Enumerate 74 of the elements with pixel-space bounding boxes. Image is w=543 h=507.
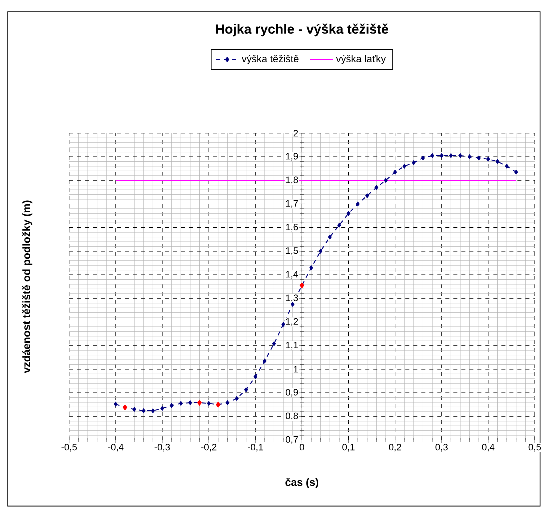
x-axis-title: čas (s) — [286, 478, 319, 488]
y-tick-label: 2 — [294, 130, 298, 137]
x-tick-label: 0,1 — [342, 444, 355, 452]
point — [179, 401, 183, 406]
point — [282, 322, 286, 328]
y-tick-label: 1,6 — [286, 224, 298, 232]
x-tick-label: 0,2 — [389, 444, 402, 452]
point — [216, 402, 221, 408]
x-tick-label: 0,3 — [436, 444, 448, 452]
point — [468, 154, 472, 160]
point — [160, 406, 164, 412]
y-tick-label: 1,9 — [286, 153, 298, 161]
point — [486, 156, 490, 162]
point — [170, 403, 174, 408]
point — [300, 282, 304, 289]
x-tick-label: -0,5 — [62, 444, 78, 452]
point — [338, 223, 342, 228]
point — [132, 407, 136, 412]
chart-title: Hojka rychle - výška těžiště — [216, 24, 388, 37]
legend-label: výška laťky — [336, 55, 386, 65]
y-tick-label: 1,1 — [286, 342, 298, 350]
point — [272, 342, 276, 346]
y-tick-label: 1,5 — [286, 248, 298, 256]
y-axis-title: vzdáenost těžiště od podložky (m) — [22, 200, 33, 374]
y-tick-label: 1 — [294, 366, 298, 373]
point — [310, 266, 314, 270]
point — [318, 249, 323, 254]
x-tick-label: -0,4 — [108, 444, 124, 452]
point — [374, 185, 379, 190]
point — [449, 153, 454, 158]
point — [440, 153, 444, 158]
point — [421, 156, 426, 161]
y-tick-label: 1,7 — [286, 200, 298, 208]
x-tick-label: -0,2 — [201, 444, 217, 452]
point — [254, 374, 258, 380]
x-tick-label: 0,5 — [528, 444, 542, 452]
point — [430, 153, 434, 158]
point — [197, 400, 202, 406]
point — [244, 388, 248, 392]
y-tick-label: 0,7 — [286, 436, 298, 444]
y-tick-label: 1,8 — [286, 176, 298, 184]
point — [412, 160, 416, 166]
point — [393, 170, 398, 175]
x-tick-label: 0,4 — [482, 444, 495, 452]
point — [263, 358, 267, 364]
y-tick-label: 1,2 — [286, 318, 298, 326]
point — [226, 400, 230, 406]
point — [366, 194, 370, 198]
y-tick-label: 0,9 — [286, 389, 298, 397]
point — [207, 401, 211, 406]
point — [514, 170, 518, 175]
point — [496, 159, 500, 164]
point — [114, 402, 118, 407]
point — [122, 404, 128, 411]
y-tick-label: 0,8 — [286, 412, 298, 421]
point — [458, 153, 462, 158]
point — [505, 164, 509, 169]
point — [477, 156, 481, 161]
legend-label: výška těžiště — [242, 55, 299, 65]
point — [151, 408, 156, 414]
point — [346, 211, 351, 216]
point — [188, 400, 192, 406]
y-tick-label: 1,3 — [286, 294, 298, 303]
point — [384, 178, 388, 184]
point — [235, 396, 239, 402]
point — [356, 202, 360, 207]
point — [328, 234, 332, 240]
y-tick-label: 1,4 — [286, 271, 298, 279]
point — [402, 164, 406, 169]
x-tick-label: -0,1 — [248, 444, 264, 452]
point — [142, 408, 146, 414]
x-tick-label: 0 — [300, 444, 304, 451]
x-tick-label: -0,3 — [154, 444, 170, 452]
point — [291, 302, 295, 307]
